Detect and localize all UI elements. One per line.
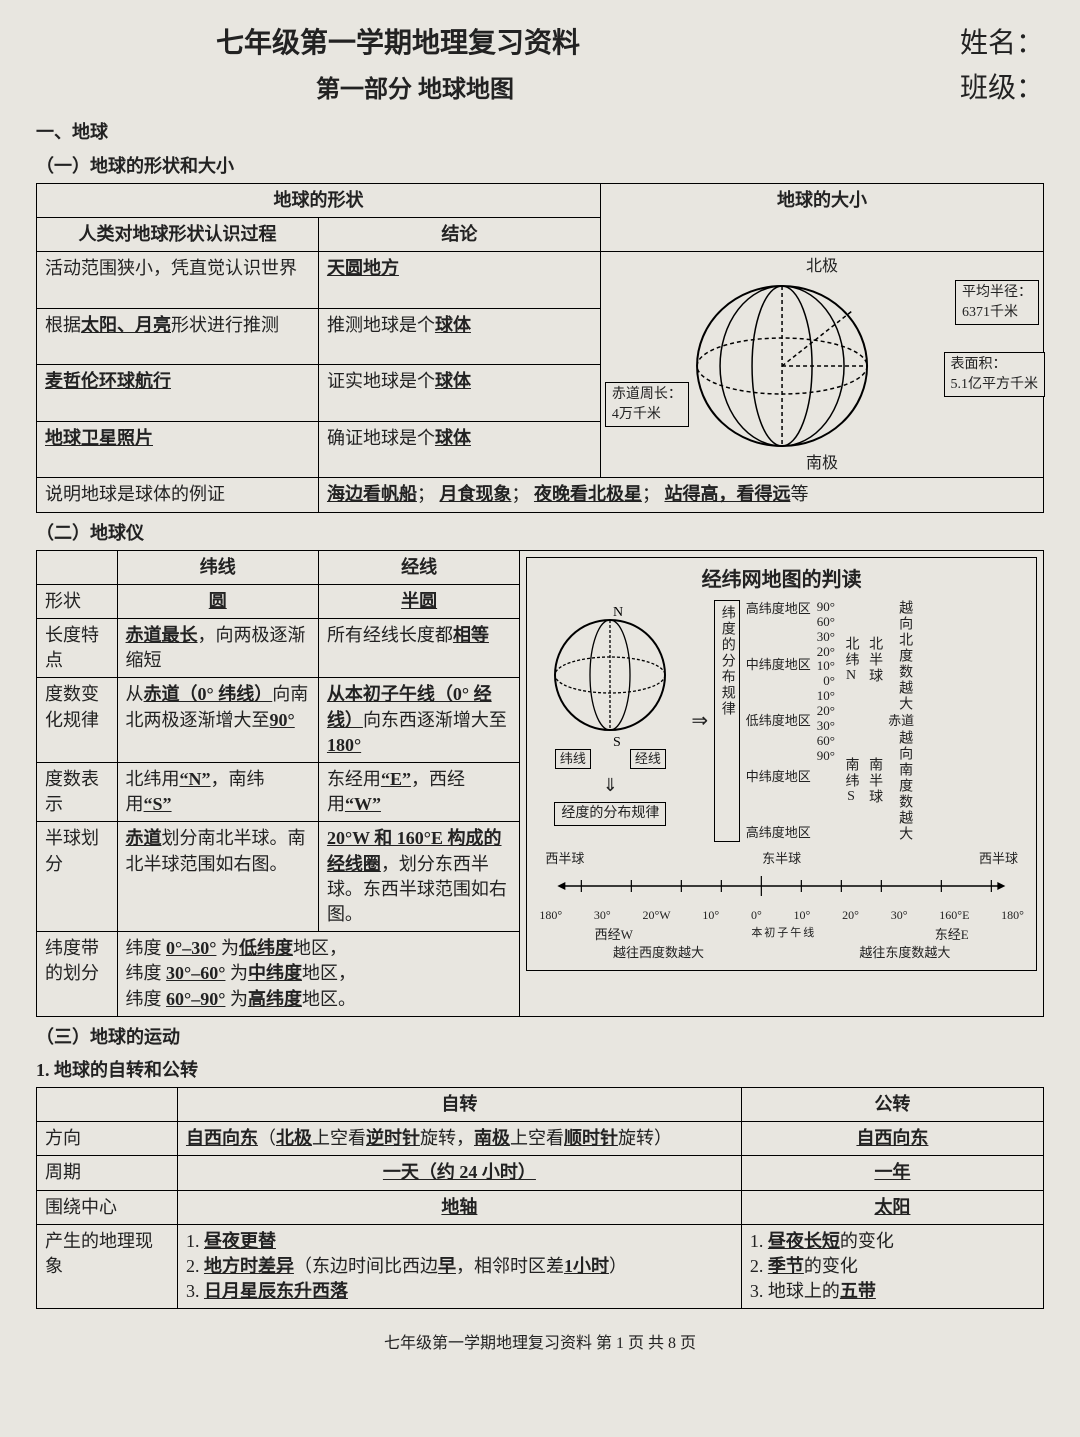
conclusion-header: 结论 <box>318 217 600 251</box>
rot-col: 自转 <box>177 1088 741 1122</box>
svg-text:S: S <box>613 735 621 750</box>
lat-scale: 90° 60° 30° 20° 10° 0° 10° 20° 30° 60° 9… <box>817 600 835 842</box>
rev-col: 公转 <box>741 1088 1043 1122</box>
svg-text:N: N <box>613 605 623 620</box>
row3-conclusion: 证实地球是个球体 <box>318 365 600 422</box>
south-text: 南极 <box>806 453 838 475</box>
phenom-label: 产生的地理现象 <box>37 1224 178 1309</box>
diagram-cell: 经纬网地图的判读 N S 纬线 <box>520 550 1044 1016</box>
dir-rot: 自西向东（北极上空看逆时针旋转，南极上空看顺时针旋转） <box>177 1122 741 1156</box>
header-row: 七年级第一学期地理复习资料 姓名： <box>36 24 1044 63</box>
hemi-vtext: 北纬N 南纬S 北半球 南半球 越向北度数越大 赤道 越向南度数越大 <box>841 600 914 842</box>
north-text: 北极 <box>806 256 838 278</box>
dir-label: 方向 <box>37 1122 178 1156</box>
shape-size-table: 地球的形状 地球的大小 人类对地球形状认识过程 结论 活动范围狭小，凭直觉认识世… <box>36 183 1044 513</box>
diagram-title: 经纬网地图的判读 <box>535 566 1028 594</box>
size-header: 地球的大小 <box>600 183 1043 251</box>
name-label: 姓名： <box>960 24 1044 63</box>
lat-dist-vtext: 纬度的分布规律 <box>714 600 740 842</box>
globe-diagram-cell: 平均半径： 6371千米 表面积： 5.1亿平方千米 赤道周长： 4万千米 北极… <box>600 252 1043 478</box>
row2-conclusion: 推测地球是个球体 <box>318 308 600 365</box>
degmark-label: 度数表示 <box>37 763 118 822</box>
row1-process: 活动范围狭小，凭直觉认识世界 <box>37 252 319 309</box>
evidence-list: 海边看帆船； 月食现象； 夜晚看北极星； 站得高，看得远等 <box>318 478 1043 512</box>
radius-box: 平均半径： 6371千米 <box>955 280 1039 325</box>
radius-value: 6371千米 <box>962 305 1018 320</box>
area-label: 表面积： <box>951 357 1007 372</box>
process-header: 人类对地球形状认识过程 <box>37 217 319 251</box>
equator-value: 4万千米 <box>612 407 661 422</box>
sec3-1-heading: 1. 地球的自转和公转 <box>36 1058 1044 1083</box>
latlon-diagram: 经纬网地图的判读 N S 纬线 <box>526 557 1037 972</box>
radius-label: 平均半径： <box>962 285 1032 300</box>
center-label: 围绕中心 <box>37 1190 178 1224</box>
sec2-heading: （二）地球仪 <box>36 521 1044 546</box>
bands-label: 纬度带的划分 <box>37 932 118 1017</box>
sec3-heading: （三）地球的运动 <box>36 1025 1044 1050</box>
dir-rev: 自西向东 <box>741 1122 1043 1156</box>
hemi-label: 半球划分 <box>37 822 118 932</box>
degchange-label: 度数变化规律 <box>37 678 118 763</box>
period-label: 周期 <box>37 1156 178 1190</box>
length-label: 长度特点 <box>37 619 118 678</box>
doc-title: 七年级第一学期地理复习资料 <box>216 24 580 63</box>
lat-col: 纬线 <box>117 550 318 584</box>
globe-model-table: 纬线 经线 经纬网地图的判读 N S <box>36 550 1044 1017</box>
lon-dist-label: 经度的分布规律 <box>554 802 666 826</box>
lat-tag: 纬线 <box>555 749 591 769</box>
sec1-heading: 一、地球 <box>36 120 1044 145</box>
sec1-1-heading: （一）地球的形状和大小 <box>36 154 1044 179</box>
phenom-rot: 1. 昼夜更替 2. 地方时差异（东边时间比西边早，相邻时区差1小时） 3. 日… <box>177 1224 741 1309</box>
area-value: 5.1亿平方千米 <box>951 377 1039 392</box>
mini-globe: N S 纬线 经线 ⇓ 经度的分布规律 <box>535 600 685 842</box>
shape-label: 形状 <box>37 584 118 618</box>
lat-zones: 高纬度地区 中纬度地区 低纬度地区 中纬度地区 高纬度地区 <box>746 600 811 842</box>
class-label: 班级： <box>960 69 1044 108</box>
page-footer: 七年级第一学期地理复习资料 第 1 页 共 8 页 <box>36 1333 1044 1355</box>
row2-process: 根据太阳、月亮形状进行推测 <box>37 308 319 365</box>
row1-conclusion: 天圆地方 <box>318 252 600 309</box>
equator-box: 赤道周长： 4万千米 <box>605 382 689 427</box>
evidence-label: 说明地球是球体的例证 <box>37 478 319 512</box>
row1-conclusion-u: 天圆地方 <box>327 258 399 278</box>
row4-process: 地球卫星照片 <box>37 421 319 478</box>
bands-content: 纬度 0°–30° 为低纬度地区， 纬度 30°–60° 为中纬度地区， 纬度 … <box>117 932 520 1017</box>
phenom-rev: 1. 昼夜长短的变化 2. 季节的变化 3. 地球上的五带 <box>741 1224 1043 1309</box>
row4-conclusion: 确证地球是个球体 <box>318 421 600 478</box>
area-box: 表面积： 5.1亿平方千米 <box>944 352 1046 397</box>
rotation-table: 自转 公转 方向 自西向东（北极上空看逆时针旋转，南极上空看顺时针旋转） 自西向… <box>36 1087 1044 1309</box>
lon-col: 经线 <box>318 550 519 584</box>
row3-process: 麦哲伦环球航行 <box>37 365 319 422</box>
shape-header: 地球的形状 <box>37 183 601 217</box>
subtitle-row: 第一部分 地球地图 班级： <box>36 69 1044 108</box>
doc-subtitle: 第一部分 地球地图 <box>316 74 514 108</box>
equator-label: 赤道周长： <box>612 387 682 402</box>
lon-axis: 西半球 东半球 西半球 <box>535 850 1028 963</box>
lon-tag: 经线 <box>630 749 666 769</box>
